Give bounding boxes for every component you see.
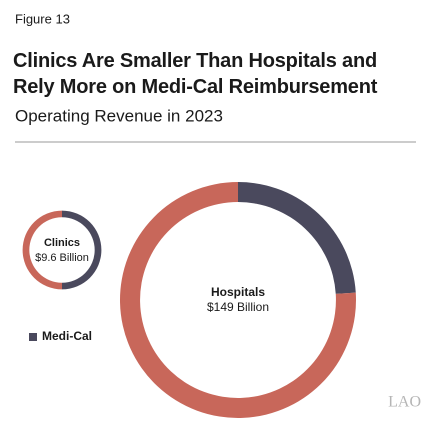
logo: LAO xyxy=(388,394,421,411)
title-box: Clinics Are Smaller Than Hospitals and R… xyxy=(13,50,378,98)
donut-segment xyxy=(22,210,63,290)
donut xyxy=(22,210,102,290)
figure-label: Figure 13 xyxy=(15,11,70,26)
legend-swatch xyxy=(29,333,37,341)
legend-label: Medi-Cal xyxy=(42,329,92,343)
donut-segment xyxy=(238,182,356,294)
donut xyxy=(120,182,356,419)
chart-title: Clinics Are Smaller Than Hospitals and R… xyxy=(13,50,378,98)
donut-label: Clinics xyxy=(44,237,80,249)
donut-total-label: $149 Billion xyxy=(207,300,269,314)
donut-label: Hospitals xyxy=(211,285,265,299)
donut-segment xyxy=(62,210,102,290)
chart-subtitle: Operating Revenue in 2023 xyxy=(15,106,223,125)
donut-total-label: $9.6 Billion xyxy=(35,252,89,264)
